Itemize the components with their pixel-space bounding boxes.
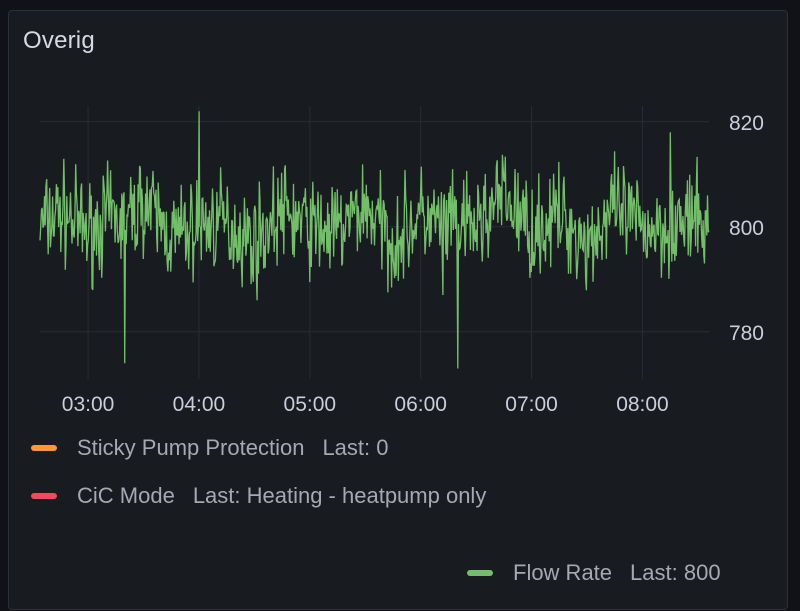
x-axis: 03:00 04:00 05:00 06:00 07:00 08:00 bbox=[62, 393, 669, 416]
legend-item-sticky-pump-protection[interactable]: Sticky Pump Protection Last: 0 bbox=[31, 435, 388, 461]
x-tick-label: 06:00 bbox=[394, 393, 447, 416]
legend-last-value: Last: Heating - heatpump only bbox=[192, 483, 487, 508]
series-group bbox=[39, 111, 710, 369]
x-tick-label: 07:00 bbox=[505, 393, 558, 416]
legend-series-name: Flow Rate bbox=[513, 560, 613, 585]
x-tick-label: 03:00 bbox=[62, 393, 115, 416]
chart-panel: Overig 780 800 820 03:00 04:00 05:00 06:00 07:… bbox=[8, 10, 788, 610]
y-tick-label: 780 bbox=[729, 322, 764, 345]
legend-swatch bbox=[31, 493, 57, 499]
legend-item-flow-rate[interactable]: Flow Rate Last: 800 bbox=[467, 560, 721, 586]
legend-last-value: Last: 800 bbox=[630, 560, 721, 585]
y-tick-label: 800 bbox=[729, 217, 764, 240]
series-line-flow-rate[interactable] bbox=[39, 111, 710, 369]
legend-last-value: Last: 0 bbox=[322, 435, 389, 460]
y-axis: 780 800 820 bbox=[729, 112, 764, 345]
x-tick-label: 05:00 bbox=[284, 393, 337, 416]
legend-swatch bbox=[467, 570, 493, 576]
line-chart: 780 800 820 03:00 04:00 05:00 06:00 07:00 08:00 bbox=[39, 106, 764, 416]
panel-title[interactable]: Overig bbox=[23, 27, 95, 54]
legend-swatch bbox=[31, 445, 57, 451]
legend-series-name: CiC Mode bbox=[77, 483, 175, 508]
x-tick-label: 04:00 bbox=[173, 393, 226, 416]
legend-series-name: Sticky Pump Protection bbox=[77, 435, 305, 460]
x-tick-label: 08:00 bbox=[616, 393, 669, 416]
y-tick-label: 820 bbox=[729, 112, 764, 135]
legend-item-cic-mode[interactable]: CiC Mode Last: Heating - heatpump only bbox=[31, 483, 486, 509]
